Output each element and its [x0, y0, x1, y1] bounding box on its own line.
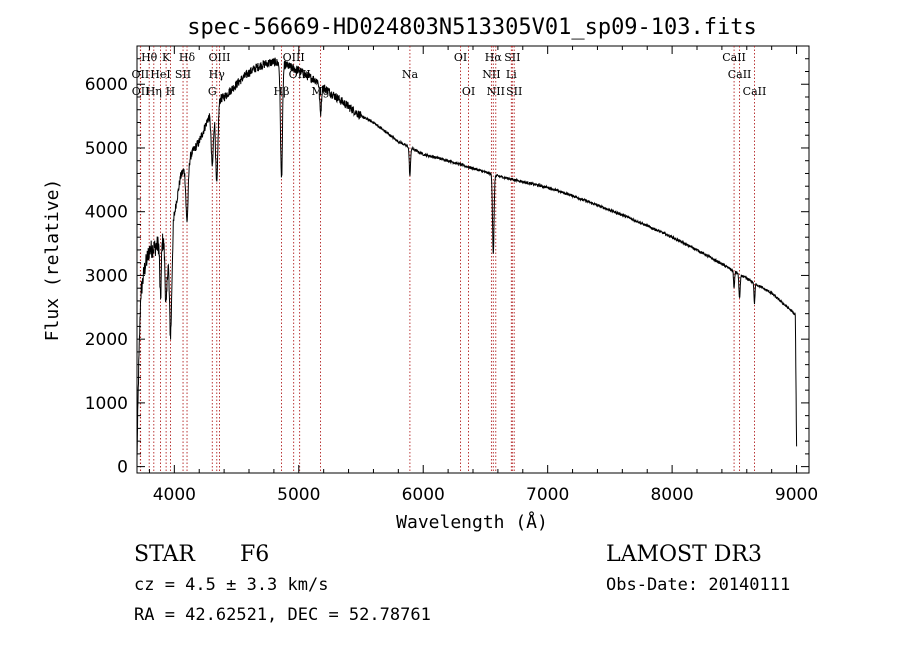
line-marker-label-5: HeI: [150, 68, 170, 81]
line-marker-label-21: NII: [487, 85, 505, 98]
plot-frame: [136, 45, 810, 474]
line-marker-label-23: Li: [506, 68, 517, 81]
line-marker-label-17: OI: [454, 51, 467, 64]
y-tick-label-4: 4000: [85, 203, 128, 223]
line-marker-label-27: CaII: [743, 85, 767, 98]
x-axis-ticks: 4000 5000 6000 7000 8000 9000: [148, 46, 818, 505]
y-axis-label: Flux (relative): [42, 179, 63, 342]
y-tick-label-2: 2000: [85, 330, 128, 350]
line-marker-label-2: OII: [132, 85, 150, 98]
line-marker-label-4: K: [162, 51, 171, 64]
y-tick-label-5: 5000: [85, 139, 128, 159]
survey-name: LAMOST DR3: [606, 542, 762, 567]
sky-coordinates: RA = 42.62521, DEC = 52.78761: [134, 605, 431, 625]
y-axis-ticks: 0 1000 2000 3000 4000 5000 6000: [85, 58, 809, 478]
y-tick-label-6: 6000: [85, 75, 128, 95]
x-tick-label-0: 4000: [153, 485, 196, 505]
line-marker-label-13: OIII: [283, 51, 305, 64]
y-tick-label-3: 3000: [85, 266, 128, 286]
line-markers: [139, 46, 755, 473]
line-marker-label-11: G: [208, 85, 217, 98]
line-marker-label-1: OII: [132, 68, 150, 81]
line-marker-label-16: Na: [402, 68, 419, 81]
line-marker-label-0: Hθ: [141, 51, 158, 64]
object-class: STAR: [134, 542, 196, 567]
radial-velocity: cz = 4.5 ± 3.3 km/s: [134, 575, 328, 595]
line-marker-label-9: OIII: [208, 51, 230, 64]
line-marker-label-24: SII: [506, 85, 522, 98]
x-tick-label-2: 6000: [402, 485, 445, 505]
spectral-subclass: F6: [240, 542, 269, 567]
line-marker-label-25: CaII: [722, 51, 746, 64]
line-marker-label-19: Hα: [485, 51, 503, 64]
line-marker-label-7: SII: [175, 68, 191, 81]
x-tick-label-4: 8000: [650, 485, 693, 505]
line-marker-label-12: Hβ: [274, 85, 290, 98]
line-marker-label-3: Hη: [146, 85, 162, 98]
spectrum-line: [136, 57, 798, 458]
line-marker-label-18: OI: [462, 85, 475, 98]
line-marker-label-10: Hγ: [209, 68, 226, 81]
line-marker-label-8: Hδ: [179, 51, 196, 64]
y-tick-label-0: 0: [117, 458, 128, 478]
y-tick-label-1: 1000: [85, 394, 128, 414]
x-axis-label: Wavelength (Å): [396, 511, 548, 533]
chart-title: spec-56669-HD024803N513305V01_sp09-103.f…: [187, 15, 757, 40]
observation-date: Obs-Date: 20140111: [606, 575, 790, 595]
x-tick-label-3: 7000: [526, 485, 569, 505]
line-marker-label-26: CaII: [728, 68, 752, 81]
line-marker-label-22: SII: [504, 51, 520, 64]
x-tick-label-1: 5000: [277, 485, 320, 505]
x-tick-label-5: 9000: [775, 485, 818, 505]
line-marker-label-20: NII: [482, 68, 500, 81]
line-marker-label-6: H: [166, 85, 176, 98]
